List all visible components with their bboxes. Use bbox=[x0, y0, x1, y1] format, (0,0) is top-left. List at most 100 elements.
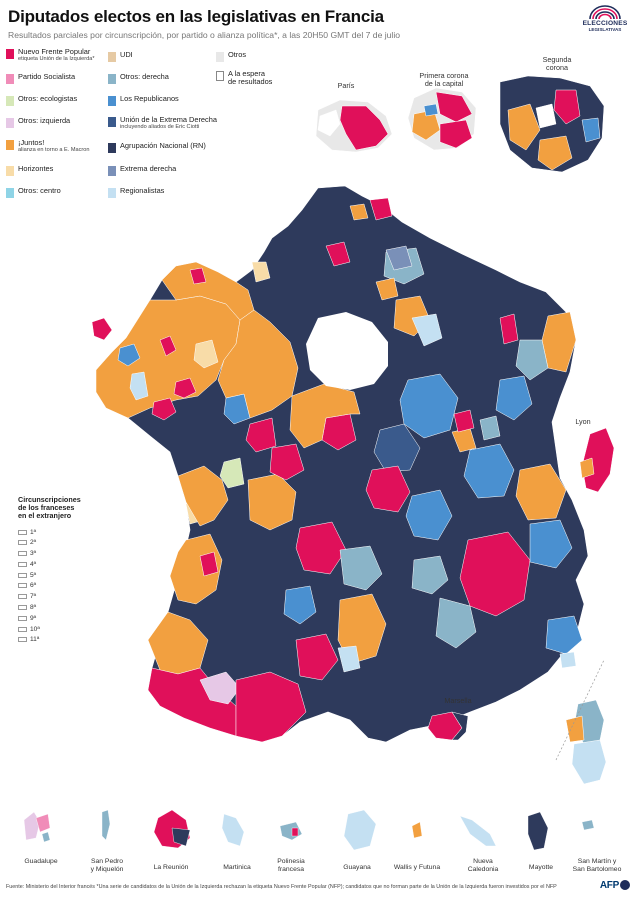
segunda-corona-inset bbox=[499, 75, 605, 173]
afp-logo-icon bbox=[620, 880, 630, 891]
overseas-label: 2ª bbox=[30, 539, 37, 547]
corsica-separator bbox=[555, 659, 605, 761]
legend-label: Unión de la Extrema Derecha bbox=[120, 115, 217, 124]
source-note: Fuente: Ministerio del Interior francés … bbox=[6, 884, 557, 890]
overseas-label: 7ª bbox=[30, 593, 37, 601]
legend-label: Horizontes bbox=[18, 164, 54, 173]
overseas-legend-title-1: Circunscripciones bbox=[18, 495, 81, 504]
legend-item-udi: UDI bbox=[108, 50, 133, 62]
overseas-box bbox=[18, 583, 27, 589]
afp-credit: AFP bbox=[600, 880, 630, 891]
overseas-legend-item: 10ª bbox=[18, 624, 128, 635]
region-rep-rhone bbox=[463, 443, 515, 499]
overseas-legend-item: 8ª bbox=[18, 602, 128, 613]
territory-reunion: La Reunión bbox=[136, 862, 206, 872]
territory-guadalupe: Guadalupe bbox=[6, 856, 76, 866]
legend-label: Otros: ecologistas bbox=[18, 94, 78, 103]
marseille-rn bbox=[451, 711, 469, 741]
region-regional-champagne bbox=[411, 313, 443, 347]
overseas-legend-item: 1ª bbox=[18, 527, 128, 538]
overseas-box bbox=[18, 551, 27, 557]
overseas-shapes bbox=[23, 809, 595, 851]
legend-swatch bbox=[108, 117, 116, 127]
legend-item-juntos: ¡Juntos! alianza en torno a E. Macron bbox=[6, 138, 90, 154]
overseas-legend-item: 7ª bbox=[18, 591, 128, 602]
region-ecolo-poitou bbox=[219, 457, 245, 489]
region-derecha-auvergne bbox=[411, 555, 449, 595]
region-derecha-bourgogne bbox=[479, 415, 501, 441]
region-rep-center bbox=[399, 373, 459, 439]
legend-swatch bbox=[216, 71, 224, 81]
legend-label: Otros: centro bbox=[18, 186, 61, 195]
territory-name-2: francesa bbox=[277, 866, 305, 873]
overseas-legend-item: 11ª bbox=[18, 635, 128, 646]
primera-corona-inset bbox=[407, 87, 477, 151]
overseas-box bbox=[18, 540, 27, 546]
inset-label-sc-line1: Segunda bbox=[542, 55, 572, 64]
overseas-box bbox=[18, 615, 27, 621]
overseas-box bbox=[18, 572, 27, 578]
region-juntos-center-west bbox=[217, 309, 299, 419]
overseas-legend-item: 9ª bbox=[18, 613, 128, 624]
region-rep-alpes bbox=[529, 519, 573, 569]
overseas-box bbox=[18, 561, 27, 567]
region-idf-hole bbox=[306, 312, 388, 390]
legend-item-republicanos: Los Republicanos bbox=[108, 94, 179, 106]
overseas-legend-item: 3ª bbox=[18, 548, 128, 559]
territory-name-1: Guayana bbox=[343, 864, 371, 871]
region-rep-west bbox=[117, 343, 141, 367]
sc-rep bbox=[581, 117, 601, 143]
nc-shape bbox=[459, 815, 497, 847]
circunscripciones bbox=[91, 197, 583, 743]
reunion-shape-b bbox=[171, 827, 191, 847]
legend-swatch bbox=[6, 49, 14, 59]
legend-label: Partido Socialista bbox=[18, 72, 76, 81]
territory-name-1: Nueva bbox=[473, 858, 493, 865]
overseas-box bbox=[18, 594, 27, 600]
overseas-box bbox=[18, 605, 27, 611]
overseas-legend-item: 4ª bbox=[18, 559, 128, 570]
overseas-legend-item: 6ª bbox=[18, 581, 128, 592]
legend-item-extrema-derecha: Extrema derecha bbox=[108, 164, 177, 176]
pc-rep bbox=[423, 103, 439, 117]
paris-nfp bbox=[339, 105, 389, 151]
territory-mayotte: Mayotte bbox=[506, 862, 576, 872]
region-juntos-lille bbox=[349, 203, 369, 221]
overseas-territories: Guadalupe San Pedro y Miquelón La Reunión… bbox=[0, 806, 636, 878]
overseas-legend-list: 1ª 2ª 3ª 4ª 5ª 6ª 7ª 8ª 9ª 10ª 11ª bbox=[18, 527, 128, 646]
legend-swatch bbox=[6, 96, 14, 106]
overseas-circ-legend: Circunscripciones de los franceses en el… bbox=[18, 495, 128, 646]
guayana-shape bbox=[343, 809, 377, 851]
paris-inset bbox=[315, 99, 393, 153]
legend-swatch bbox=[108, 74, 116, 84]
territory-name: La Reunión bbox=[136, 864, 206, 872]
legend-label: Extrema derecha bbox=[120, 164, 177, 173]
corsica-south bbox=[571, 739, 607, 785]
legend-item-pending: A la espera de resultados bbox=[216, 69, 272, 87]
legend-sublabel: alianza en torno a E. Macron bbox=[18, 147, 90, 154]
corsica-ajaccio bbox=[565, 715, 585, 743]
territory-name-1: Martinica bbox=[223, 864, 251, 871]
territory-name-1: Mayotte bbox=[528, 864, 554, 871]
region-nfp-rennes bbox=[173, 377, 197, 399]
legend-swatch bbox=[108, 52, 116, 62]
legend-swatch bbox=[108, 166, 116, 176]
region-rep-alpes-maritimes bbox=[545, 615, 583, 655]
lyon-juntos bbox=[579, 457, 595, 479]
afp-credit-text: AFP bbox=[599, 880, 619, 891]
legend-label: Otros: izquierda bbox=[18, 116, 71, 125]
legend-item-regionalistas: Regionalistas bbox=[108, 186, 164, 198]
martinica-shape bbox=[221, 813, 245, 847]
mayotte-shape bbox=[527, 811, 549, 851]
region-nfp-clermont bbox=[365, 465, 411, 513]
territory-name-2: y Miquelón bbox=[90, 866, 124, 873]
overseas-label: 10ª bbox=[30, 625, 40, 633]
legend-item-derecha: Otros: derecha bbox=[108, 72, 169, 84]
region-juntos-charente bbox=[177, 465, 229, 527]
legend-item-extrema-derecha-union: Unión de la Extrema Derecha incluyendo al… bbox=[108, 115, 217, 131]
overseas-legend-title-2: de los franceses bbox=[18, 503, 75, 513]
legend-swatch bbox=[108, 96, 116, 106]
territory-polinesia: Polinesia francesa bbox=[256, 856, 326, 874]
legend-label: A la espera bbox=[228, 69, 265, 78]
territory-name: Polinesia francesa bbox=[256, 858, 326, 874]
